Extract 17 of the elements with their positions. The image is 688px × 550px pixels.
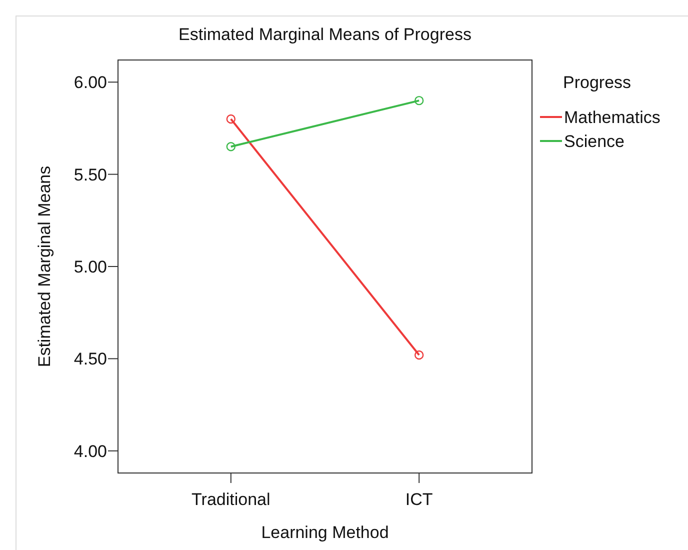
point	[226, 142, 236, 152]
y-tick-label: 4.50	[74, 350, 107, 369]
legend-label: Mathematics	[564, 108, 660, 127]
x-tick-label: Traditional	[192, 490, 270, 509]
x-tick-label: ICT	[405, 490, 433, 509]
point	[226, 114, 236, 124]
point	[414, 350, 424, 360]
chart-title: Estimated Marginal Means of Progress	[178, 25, 472, 44]
point	[414, 96, 424, 106]
x-axis-title: Learning Method	[261, 523, 389, 542]
y-tick-label: 5.50	[74, 165, 107, 184]
y-axis-title: Estimated Marginal Means	[35, 166, 54, 368]
legend-title: Progress	[563, 73, 632, 92]
y-tick-label: 4.00	[74, 442, 107, 461]
legend-label: Science	[564, 132, 624, 151]
y-tick-label: 6.00	[74, 73, 107, 92]
y-tick-label: 5.00	[74, 257, 107, 276]
